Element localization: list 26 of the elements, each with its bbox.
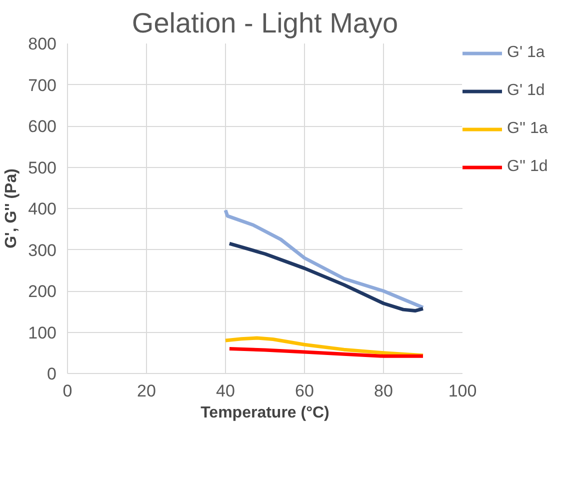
line-series: [228, 242, 425, 313]
x-tick-label: 40: [216, 382, 235, 400]
x-tick-label: 100: [448, 382, 477, 400]
x-tick-label: 80: [374, 382, 393, 400]
x-tick-label: 0: [62, 382, 72, 400]
y-tick-label: 400: [28, 200, 57, 218]
y-tick-label: 200: [28, 282, 57, 301]
legend-label: G'' 1a: [507, 120, 548, 138]
y-tick-label: 0: [47, 364, 57, 384]
y-tick-label: 700: [28, 76, 57, 95]
x-tick-label: 20: [137, 382, 156, 400]
y-tick-label: 100: [28, 323, 57, 342]
y-tick-label: 600: [28, 117, 57, 136]
y-tick-label: 800: [28, 34, 57, 54]
legend-label: G'' 1d: [507, 158, 548, 176]
line-series: [228, 347, 425, 358]
line-series: [224, 208, 425, 310]
x-tick-label: 60: [295, 382, 314, 400]
legend-label: G' 1d: [507, 82, 545, 100]
line-series: [224, 336, 425, 358]
y-tick-label: 500: [28, 158, 57, 178]
legend-label: G' 1a: [507, 44, 545, 62]
y-tick-label: 300: [28, 240, 57, 260]
chart-title: Gelation - Light Mayo: [132, 8, 398, 38]
y-axis-title: G', G'' (Pa): [3, 168, 20, 248]
x-axis-title: Temperature (°C): [200, 404, 330, 422]
